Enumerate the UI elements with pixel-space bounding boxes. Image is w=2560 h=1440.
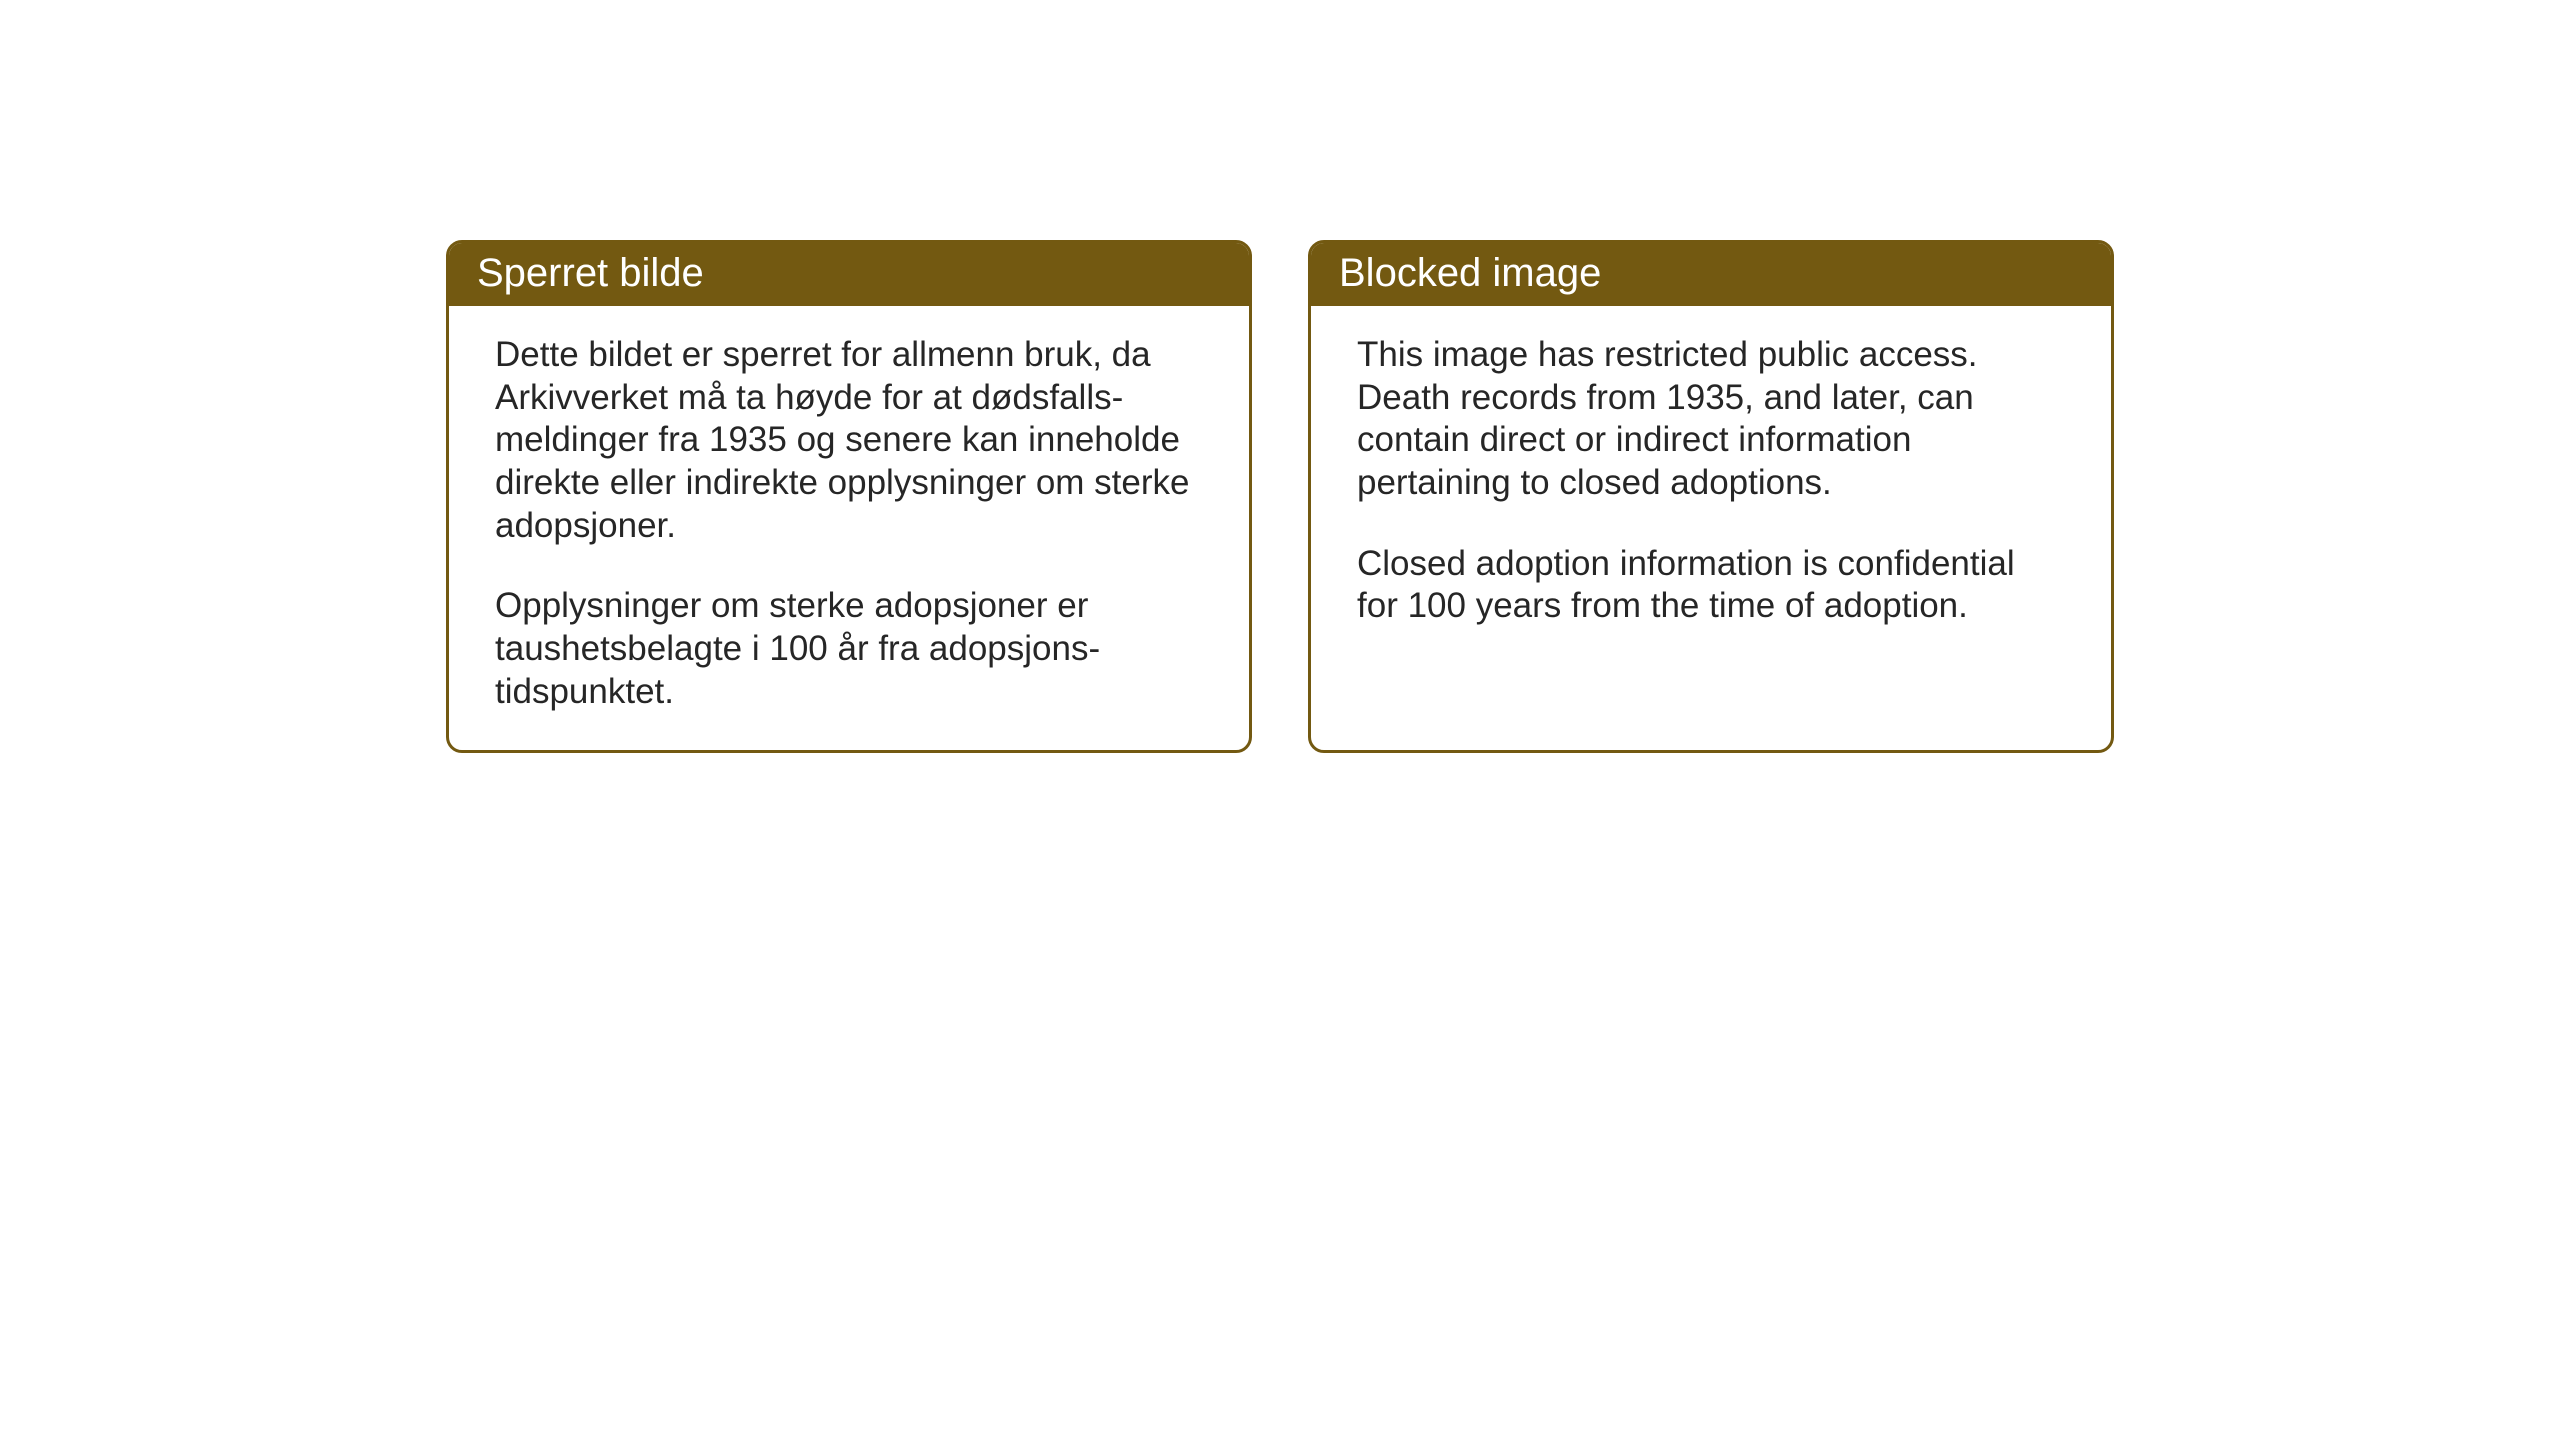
norwegian-card-body: Dette bildet er sperret for allmenn bruk… [449, 306, 1249, 750]
english-paragraph-1: This image has restricted public access.… [1357, 334, 2065, 505]
norwegian-paragraph-2: Opplysninger om sterke adopsjoner er tau… [495, 585, 1203, 713]
english-card-body: This image has restricted public access.… [1311, 306, 2111, 746]
english-notice-card: Blocked image This image has restricted … [1308, 240, 2114, 753]
norwegian-card-title: Sperret bilde [449, 243, 1249, 306]
norwegian-paragraph-1: Dette bildet er sperret for allmenn bruk… [495, 334, 1203, 547]
notice-cards-container: Sperret bilde Dette bildet er sperret fo… [446, 240, 2114, 753]
english-paragraph-2: Closed adoption information is confident… [1357, 543, 2065, 628]
english-card-title: Blocked image [1311, 243, 2111, 306]
norwegian-notice-card: Sperret bilde Dette bildet er sperret fo… [446, 240, 1252, 753]
